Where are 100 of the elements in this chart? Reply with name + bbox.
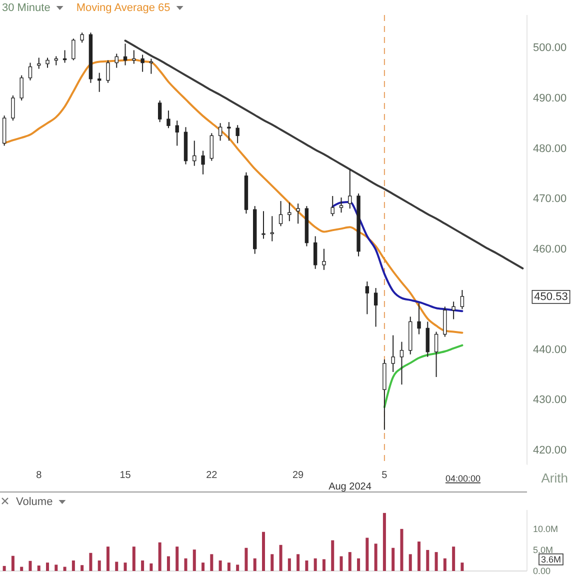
bar <box>150 563 153 571</box>
candlestick <box>37 57 41 70</box>
bar <box>305 560 308 571</box>
bar <box>408 554 412 571</box>
candlestick <box>348 168 352 210</box>
candlestick <box>330 196 334 217</box>
candlestick <box>175 120 179 146</box>
bar <box>340 556 343 571</box>
candlestick <box>374 288 378 328</box>
bar <box>392 548 395 571</box>
bar <box>244 548 248 571</box>
candlestick <box>20 74 24 101</box>
bar <box>227 562 230 571</box>
candlestick <box>149 58 154 74</box>
bar <box>322 559 326 571</box>
y-tick-label: 10.0M <box>533 524 558 534</box>
candlestick <box>288 202 292 222</box>
bar <box>443 558 446 571</box>
bar <box>80 565 84 571</box>
text: 04:00:00 <box>445 473 481 484</box>
chart-title: Volume <box>16 496 53 508</box>
candlestick <box>201 150 205 175</box>
bar <box>314 558 317 571</box>
bar <box>141 560 144 571</box>
bar <box>262 532 265 571</box>
y-tick-label: 420.00 <box>533 444 567 456</box>
candlestick <box>72 38 76 61</box>
candlestick <box>114 53 118 68</box>
bar <box>426 550 430 571</box>
bar <box>98 560 101 571</box>
bar <box>46 562 50 571</box>
bar <box>192 550 196 571</box>
bar <box>253 558 256 571</box>
bar <box>218 560 222 571</box>
candlestick <box>218 122 222 142</box>
bar <box>106 546 110 571</box>
y-tick-label: 480.00 <box>533 142 567 155</box>
candlestick <box>417 302 421 335</box>
bar <box>348 552 352 571</box>
candlestick <box>262 210 266 240</box>
candlestick <box>270 216 274 242</box>
candlestick <box>339 197 344 214</box>
bar <box>124 562 127 571</box>
candlestick <box>192 140 196 166</box>
bar <box>11 556 14 571</box>
bar <box>63 566 66 571</box>
candlestick <box>11 94 15 122</box>
candlestick <box>80 32 84 44</box>
y-tick-label: 440.00 <box>533 344 567 356</box>
bar <box>434 552 438 571</box>
candlestick <box>28 62 32 81</box>
candlestick <box>365 280 370 315</box>
text: 3.6M <box>540 554 562 564</box>
bar <box>54 564 58 571</box>
x-tick-label: 22 <box>206 470 218 482</box>
candlestick <box>391 334 395 372</box>
candlestick <box>322 248 326 270</box>
bar <box>184 558 188 571</box>
y-tick-label: 470.00 <box>533 193 567 206</box>
y-tick-label: 500.00 <box>533 42 567 54</box>
candlestick <box>236 124 240 144</box>
bar <box>89 552 92 571</box>
bar <box>37 566 40 571</box>
bar <box>400 528 404 571</box>
bar <box>176 546 179 571</box>
bar <box>357 558 360 571</box>
bar <box>366 538 369 571</box>
bar <box>202 562 205 571</box>
candlestick <box>158 100 162 123</box>
bar <box>72 560 75 571</box>
text: Moving Average 65 <box>76 2 170 14</box>
candlestick <box>426 321 430 358</box>
bar <box>279 544 282 571</box>
bar <box>158 542 162 571</box>
candlestick <box>62 50 67 64</box>
bar <box>270 554 274 571</box>
candlestick <box>123 43 128 66</box>
candlestick <box>98 72 102 92</box>
candlestick <box>54 56 58 66</box>
bar <box>20 566 24 571</box>
bar <box>132 546 136 571</box>
line-series <box>124 40 524 270</box>
bar <box>210 554 214 571</box>
candlestick <box>227 122 231 142</box>
y-tick-label: 490.00 <box>533 92 567 104</box>
candlestick <box>166 110 170 129</box>
candlestick <box>278 200 283 227</box>
bar <box>288 558 291 571</box>
candlestick <box>132 50 136 64</box>
bar <box>2 566 6 571</box>
text: Aug 2024 <box>328 482 372 493</box>
y-tick-label: 0.00 <box>533 566 551 576</box>
x-tick-label: 15 <box>120 470 132 482</box>
bar <box>296 554 300 571</box>
text: Arith <box>541 470 568 486</box>
text: 450.53 <box>534 290 568 303</box>
candlestick <box>313 236 318 270</box>
y-tick-label: 5.0M <box>533 544 554 555</box>
bar <box>452 546 456 571</box>
x-tick-label: 8 <box>36 470 42 482</box>
